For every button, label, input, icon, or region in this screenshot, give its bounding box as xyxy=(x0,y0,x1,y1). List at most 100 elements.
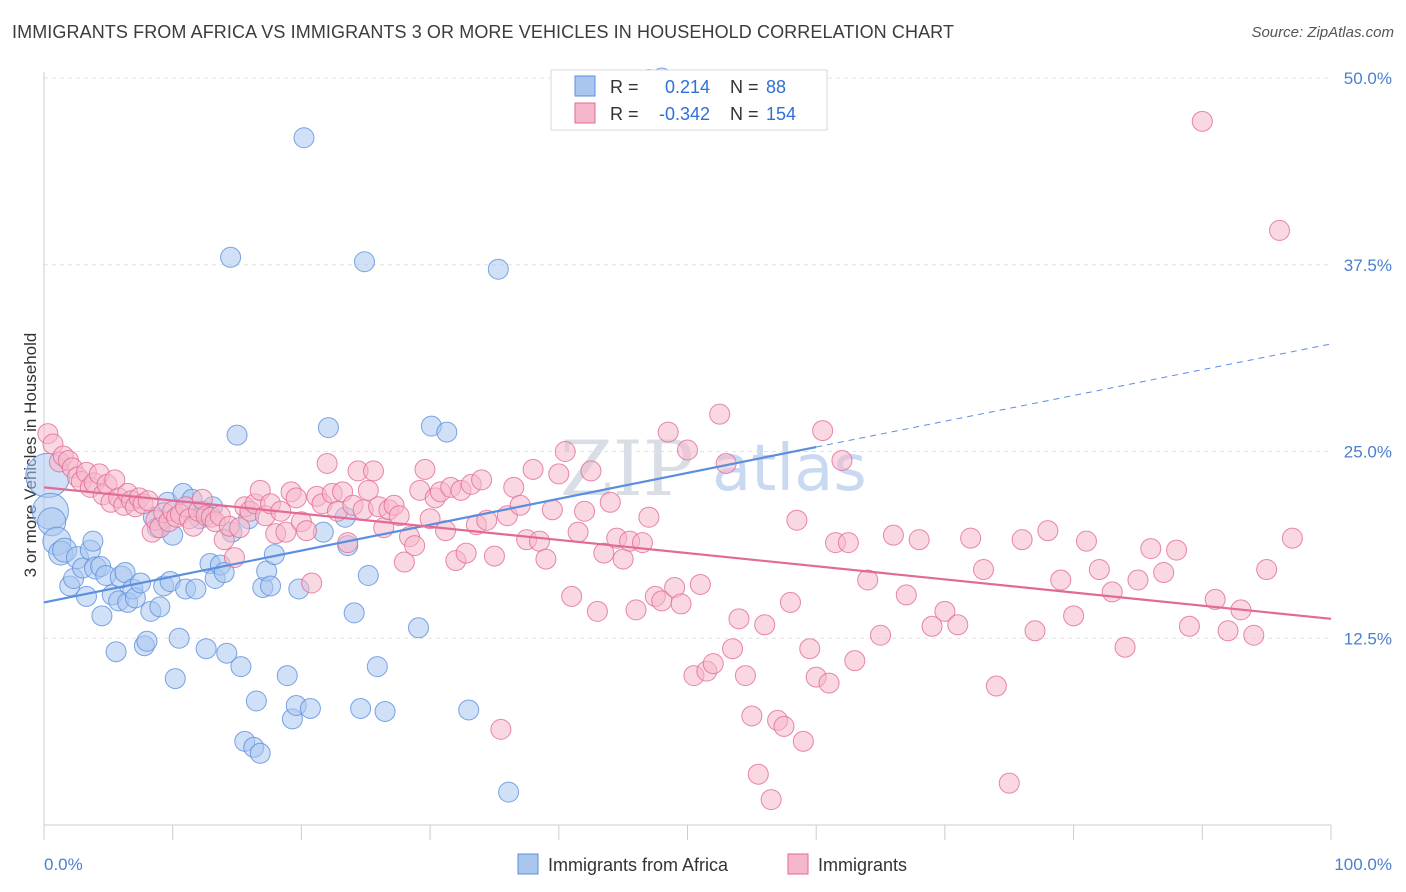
stats-legend-swatch-africa xyxy=(574,75,596,97)
point-immigrants-from-africa xyxy=(350,697,372,719)
point-immigrants xyxy=(1075,530,1097,552)
point-immigrants xyxy=(921,615,943,637)
point-immigrants xyxy=(1063,605,1085,627)
point-immigrants xyxy=(522,458,544,480)
point-immigrants xyxy=(580,460,602,482)
point-immigrants xyxy=(1217,620,1239,642)
point-immigrants-from-africa xyxy=(226,424,248,446)
point-immigrants xyxy=(895,584,917,606)
point-immigrants-from-africa xyxy=(498,781,520,803)
y-tick-label: 12.5% xyxy=(1344,629,1392,648)
point-immigrants-from-africa xyxy=(353,251,375,273)
stats-n-label-africa: N = xyxy=(730,77,759,97)
point-immigrants xyxy=(362,460,384,482)
point-immigrants-from-africa xyxy=(195,638,217,660)
legend-swatch-africa xyxy=(517,853,539,875)
point-immigrants xyxy=(541,499,563,521)
point-immigrants xyxy=(837,532,859,554)
point-immigrants xyxy=(357,479,379,501)
stats-legend-box xyxy=(550,69,828,131)
point-immigrants-from-africa xyxy=(374,700,396,722)
point-immigrants xyxy=(285,487,307,509)
source-label: Source: ZipAtlas.com xyxy=(1251,24,1394,41)
point-immigrants-from-africa xyxy=(105,641,127,663)
point-immigrants-from-africa xyxy=(185,578,207,600)
x-tick-label-min: 0.0% xyxy=(44,855,83,874)
point-immigrants-from-africa xyxy=(249,742,271,764)
point-immigrants xyxy=(528,530,550,552)
point-immigrants xyxy=(934,600,956,622)
point-immigrants xyxy=(760,789,782,811)
point-immigrants xyxy=(535,548,557,570)
x-axis-ticks xyxy=(43,825,1332,840)
point-immigrants xyxy=(296,520,318,542)
stats-r-label-immigrants: R = xyxy=(610,104,639,124)
point-immigrants xyxy=(754,614,776,636)
point-immigrants xyxy=(677,439,698,461)
point-immigrants xyxy=(483,545,505,567)
point-immigrants-from-africa xyxy=(317,417,339,439)
point-immigrants xyxy=(1114,636,1136,658)
point-immigrants xyxy=(1024,620,1046,642)
point-immigrants xyxy=(689,573,711,595)
point-immigrants-from-africa xyxy=(230,656,252,678)
series-immigrants xyxy=(37,110,1303,811)
point-immigrants xyxy=(638,506,660,528)
point-immigrants-from-africa xyxy=(487,258,509,280)
trend-line-africa xyxy=(43,445,817,604)
point-immigrants xyxy=(404,535,426,557)
point-immigrants xyxy=(1204,588,1226,610)
point-immigrants-from-africa xyxy=(293,127,315,149)
point-immigrants xyxy=(599,491,621,513)
point-immigrants xyxy=(1243,624,1265,646)
point-immigrants xyxy=(1178,615,1200,637)
point-immigrants xyxy=(1127,569,1149,591)
series-immigrants-from-africa xyxy=(25,67,673,803)
point-immigrants-from-africa xyxy=(149,596,171,618)
legend-label-africa: Immigrants from Africa xyxy=(548,855,729,875)
point-immigrants xyxy=(734,665,756,687)
point-immigrants xyxy=(393,551,415,573)
trend-lines xyxy=(43,343,1332,620)
point-immigrants xyxy=(388,505,410,527)
point-immigrants xyxy=(574,500,596,522)
point-immigrants-from-africa xyxy=(366,656,388,678)
stats-r-value-immigrants: -0.342 xyxy=(659,104,710,124)
point-immigrants xyxy=(1191,110,1213,132)
point-immigrants xyxy=(773,715,795,737)
point-immigrants-from-africa xyxy=(168,627,190,649)
chart-title: IMMIGRANTS FROM AFRICA VS IMMIGRANTS 3 O… xyxy=(12,22,955,42)
point-immigrants xyxy=(455,542,477,564)
trend-line-africa-extension xyxy=(816,343,1332,448)
point-immigrants-from-africa xyxy=(276,665,298,687)
point-immigrants xyxy=(741,705,763,727)
point-immigrants xyxy=(709,403,731,425)
y-axis-tick-labels: 12.5% 25.0% 37.5% 50.0% xyxy=(1344,69,1392,648)
point-immigrants xyxy=(593,542,615,564)
point-immigrants-from-africa xyxy=(75,585,97,607)
legend-label-immigrants: Immigrants xyxy=(818,855,907,875)
point-immigrants-from-africa xyxy=(408,617,430,639)
point-immigrants xyxy=(316,452,338,474)
point-immigrants xyxy=(844,650,866,672)
point-immigrants xyxy=(1166,539,1188,561)
point-immigrants xyxy=(985,675,1007,697)
point-immigrants-from-africa xyxy=(458,699,480,721)
point-immigrants xyxy=(870,624,892,646)
x-tick-label-max: 100.0% xyxy=(1334,855,1392,874)
point-immigrants xyxy=(1101,581,1123,603)
point-immigrants xyxy=(702,653,724,675)
point-immigrants xyxy=(1140,538,1162,560)
point-immigrants xyxy=(625,599,647,621)
point-immigrants xyxy=(275,521,297,543)
point-immigrants xyxy=(301,572,323,594)
point-immigrants xyxy=(1269,219,1291,241)
point-immigrants xyxy=(1037,520,1059,542)
point-immigrants-from-africa xyxy=(136,630,158,652)
point-immigrants-from-africa xyxy=(220,246,242,268)
point-immigrants xyxy=(471,469,493,491)
point-immigrants xyxy=(1281,527,1303,549)
point-immigrants xyxy=(779,591,801,613)
trend-line-immigrants xyxy=(43,486,1332,620)
